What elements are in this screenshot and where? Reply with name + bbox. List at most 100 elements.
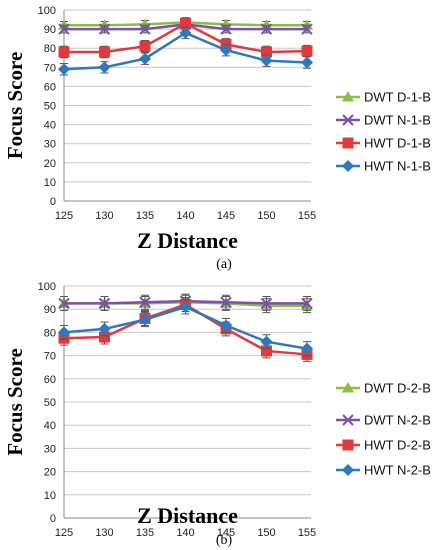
x-tick-label: 140 <box>176 210 194 222</box>
data-point <box>220 319 232 332</box>
data-point <box>301 56 313 69</box>
y-tick-label: 0 <box>50 196 56 208</box>
data-point <box>139 40 151 52</box>
x-tick-label: 130 <box>95 527 113 539</box>
data-point <box>139 296 151 308</box>
data-point <box>139 52 151 65</box>
legend-label: DWT N-2-B <box>364 413 431 428</box>
data-point <box>301 23 313 35</box>
data-point <box>58 326 70 339</box>
legend-marker <box>342 91 354 102</box>
y-tick-label: 50 <box>44 397 56 409</box>
series-hwt-n-1-b <box>58 26 313 76</box>
legend-marker <box>342 414 354 426</box>
x-tick-label: 130 <box>95 210 113 222</box>
x-tick-label: 135 <box>136 210 154 222</box>
x-tick-label: 125 <box>55 527 73 539</box>
y-tick-label: 30 <box>44 443 56 455</box>
data-point <box>139 313 151 326</box>
y-tick-label: 80 <box>44 327 56 339</box>
data-point <box>301 297 313 310</box>
data-point <box>301 342 313 355</box>
legend-item: HWT N-2-B <box>336 463 431 478</box>
data-point <box>58 46 70 58</box>
data-point <box>98 61 111 74</box>
y-tick-label: 80 <box>44 43 56 55</box>
data-point <box>220 44 232 57</box>
series-hwt-n-2-b <box>58 299 313 357</box>
y-axis-title: Focus Score <box>3 52 27 160</box>
chart-panel-1: 0 10 20 30 40 50 60 70 80 90 100 125 130 135 140 145 150… <box>3 5 431 272</box>
legend-marker <box>342 464 354 476</box>
data-point <box>98 23 111 35</box>
panel-label: (b) <box>216 533 233 548</box>
legend-label: DWT D-2-B <box>364 381 431 396</box>
legend-item: DWT N-2-B <box>336 413 431 428</box>
x-tick-label: 125 <box>55 210 73 222</box>
legend-label: HWT N-2-B <box>364 463 431 478</box>
data-point <box>220 296 232 308</box>
legend-marker <box>342 382 354 393</box>
data-point <box>99 46 110 58</box>
legend-item: HWT N-1-B <box>336 159 431 174</box>
legend-item: DWT D-1-B <box>336 90 431 105</box>
y-tick-label: 40 <box>44 420 56 432</box>
y-tick-label: 40 <box>44 120 56 132</box>
x-tick-label: 150 <box>257 210 275 222</box>
legend-label: HWT D-1-B <box>364 136 431 151</box>
data-point <box>260 54 273 67</box>
legend-label: HWT N-1-B <box>364 159 431 174</box>
y-tick-label: 30 <box>44 139 56 151</box>
y-tick-label: 10 <box>44 490 56 502</box>
legend: DWT D-1-B DWT N-1-B HWT D-1-B HWT N-1-B <box>336 90 431 174</box>
y-tick-label: 20 <box>44 158 56 170</box>
legend-label: DWT N-1-B <box>364 113 431 128</box>
y-tick-label: 90 <box>44 304 56 316</box>
legend-item: DWT N-1-B <box>336 113 431 128</box>
y-tick-label: 60 <box>44 374 56 386</box>
data-point <box>220 23 232 35</box>
y-tick-label: 10 <box>44 177 56 189</box>
data-point <box>261 46 272 58</box>
x-tick-label: 140 <box>176 527 194 539</box>
legend-label: HWT D-2-B <box>364 438 431 453</box>
legend-marker <box>342 160 354 172</box>
legend: DWT D-2-B DWT N-2-B HWT D-2-B HWT N-2-B <box>336 381 431 478</box>
data-point <box>98 322 111 335</box>
data-point <box>98 297 111 310</box>
x-tick-label: 155 <box>298 527 316 539</box>
y-tick-label: 90 <box>44 24 56 36</box>
y-tick-label: 70 <box>44 62 56 74</box>
y-tick-label: 100 <box>38 5 56 17</box>
data-point <box>179 300 192 313</box>
data-point <box>139 23 151 35</box>
legend-label: DWT D-1-B <box>364 90 431 105</box>
y-tick-label: 50 <box>44 101 56 113</box>
legend-marker <box>342 439 354 451</box>
legend-marker <box>342 114 354 126</box>
x-tick-label: 150 <box>257 527 275 539</box>
data-point <box>301 45 313 57</box>
x-tick-label: 145 <box>217 527 235 539</box>
legend-item: HWT D-2-B <box>336 438 431 453</box>
x-axis-title: Z Distance <box>137 228 238 253</box>
x-tick-label: 145 <box>217 210 235 222</box>
legend-item: DWT D-2-B <box>336 381 431 396</box>
data-point <box>261 345 272 357</box>
data-point <box>99 331 110 343</box>
y-axis-title: Focus Score <box>3 348 27 456</box>
data-point <box>260 297 273 310</box>
chart-panel-2: 0 10 20 30 40 50 60 70 80 90 100 125 130 135 140 145 150… <box>3 281 431 548</box>
data-point <box>58 63 70 76</box>
data-point <box>58 23 70 35</box>
x-tick-label: 155 <box>298 210 316 222</box>
panel-label: (a) <box>216 257 232 272</box>
x-axis-title: Z Distance <box>137 503 238 528</box>
x-tick-label: 135 <box>136 527 154 539</box>
legend-marker <box>342 137 354 149</box>
data-point <box>180 17 191 29</box>
y-tick-label: 20 <box>44 467 56 479</box>
y-tick-label: 100 <box>38 281 56 293</box>
data-point <box>260 335 273 348</box>
